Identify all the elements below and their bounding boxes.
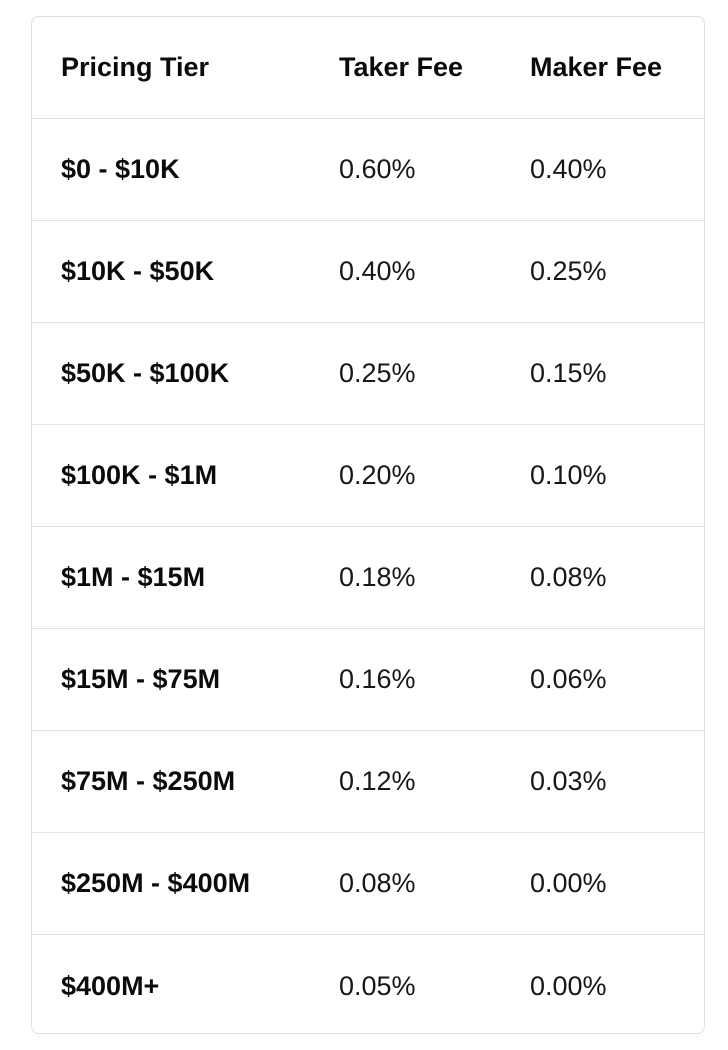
tier-cell: $75M - $250M — [61, 766, 236, 796]
taker-fee-cell: 0.05% — [339, 970, 416, 1001]
tier-cell: $10K - $50K — [61, 256, 215, 286]
table-row: $1M - $15M 0.18% 0.08% — [32, 527, 704, 629]
maker-fee-cell: 0.03% — [530, 766, 607, 796]
tier-cell: $15M - $75M — [61, 664, 221, 694]
maker-fee-cell: 0.06% — [530, 664, 607, 694]
table-row: $0 - $10K 0.60% 0.40% — [32, 119, 704, 221]
table-row: $50K - $100K 0.25% 0.15% — [32, 323, 704, 425]
tier-cell: $50K - $100K — [61, 358, 230, 388]
table-row: $75M - $250M 0.12% 0.03% — [32, 731, 704, 833]
header-maker-fee: Maker Fee — [530, 52, 663, 82]
fee-table: Pricing Tier Taker Fee Maker Fee $0 - $1… — [31, 16, 705, 1034]
tier-cell: $0 - $10K — [61, 154, 180, 184]
taker-fee-cell: 0.18% — [339, 562, 416, 592]
tier-cell: $400M+ — [61, 970, 160, 1001]
taker-fee-cell: 0.20% — [339, 460, 416, 490]
taker-fee-cell: 0.08% — [339, 868, 416, 898]
maker-fee-cell: 0.00% — [530, 970, 607, 1001]
maker-fee-cell: 0.08% — [530, 562, 607, 592]
taker-fee-cell: 0.12% — [339, 766, 416, 796]
table-row: $100K - $1M 0.20% 0.10% — [32, 425, 704, 527]
taker-fee-cell: 0.25% — [339, 358, 416, 388]
taker-fee-cell: 0.60% — [339, 154, 416, 184]
table-row: $400M+ 0.05% 0.00% — [32, 935, 704, 1033]
maker-fee-cell: 0.00% — [530, 868, 607, 898]
header-pricing-tier: Pricing Tier — [61, 52, 210, 82]
taker-fee-cell: 0.16% — [339, 664, 416, 694]
maker-fee-cell: 0.40% — [530, 154, 607, 184]
taker-fee-cell: 0.40% — [339, 256, 416, 286]
table-row: $250M - $400M 0.08% 0.00% — [32, 833, 704, 935]
table-row: $10K - $50K 0.40% 0.25% — [32, 221, 704, 323]
maker-fee-cell: 0.10% — [530, 460, 607, 490]
tier-cell: $1M - $15M — [61, 562, 206, 592]
table-header-row: Pricing Tier Taker Fee Maker Fee — [32, 17, 704, 119]
tier-cell: $100K - $1M — [61, 460, 218, 490]
maker-fee-cell: 0.25% — [530, 256, 607, 286]
table-row: $15M - $75M 0.16% 0.06% — [32, 629, 704, 731]
maker-fee-cell: 0.15% — [530, 358, 607, 388]
header-taker-fee: Taker Fee — [339, 52, 464, 82]
tier-cell: $250M - $400M — [61, 868, 251, 898]
